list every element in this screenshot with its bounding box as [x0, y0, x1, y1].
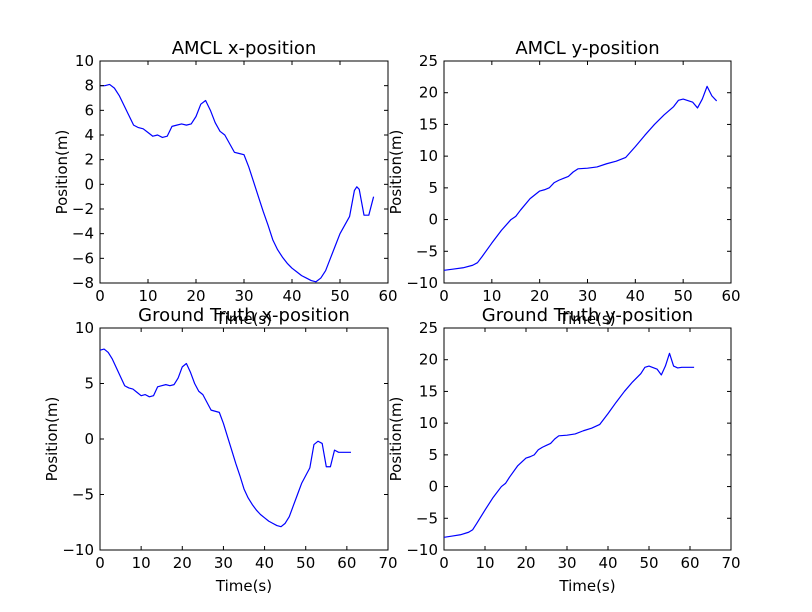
x-tick-label: 40 — [282, 287, 301, 305]
x-axis-label: Time(s) — [558, 577, 615, 595]
y-tick-label: 4 — [84, 126, 94, 144]
y-tick-label: 0 — [428, 478, 438, 496]
y-tick-label: 10 — [419, 147, 438, 165]
y-tick-label: −5 — [72, 486, 94, 504]
x-tick-label: 20 — [530, 287, 549, 305]
x-tick-label: 20 — [186, 287, 205, 305]
y-tick-label: 0 — [84, 430, 94, 448]
x-tick-label: 50 — [674, 287, 693, 305]
y-tick-label: −5 — [416, 509, 438, 527]
y-tick-label: 5 — [84, 375, 94, 393]
chart-title: Ground Truth y-position — [482, 305, 693, 326]
y-tick-label: −2 — [72, 200, 94, 218]
y-axis-label: Position(m) — [387, 397, 405, 482]
x-tick-label: 10 — [475, 554, 494, 572]
y-tick-label: 15 — [419, 115, 438, 133]
y-tick-label: −10 — [406, 541, 438, 559]
x-tick-label: 30 — [557, 554, 576, 572]
series-line — [99, 348, 351, 528]
y-tick-label: 10 — [75, 52, 94, 70]
y-tick-label: −5 — [416, 242, 438, 260]
x-tick-label: 30 — [214, 554, 233, 572]
x-tick-label: 60 — [721, 287, 740, 305]
y-tick-label: 5 — [428, 179, 438, 197]
x-tick-label: 60 — [680, 554, 699, 572]
x-axis-label: Time(s) — [215, 577, 272, 595]
chart-title: Ground Truth x-position — [138, 305, 350, 326]
y-tick-label: 0 — [428, 211, 438, 229]
y-tick-label: −10 — [406, 274, 438, 292]
axes-frame — [443, 60, 732, 284]
y-axis-label: Position(m) — [53, 130, 71, 215]
y-tick-label: −8 — [72, 274, 94, 292]
y-tick-label: −10 — [62, 541, 94, 559]
axes-frame — [443, 327, 732, 551]
x-tick-label: 70 — [378, 554, 397, 572]
x-tick-label: 70 — [721, 554, 740, 572]
x-tick-label: 0 — [95, 554, 105, 572]
x-tick-label: 30 — [234, 287, 253, 305]
y-tick-label: −4 — [72, 225, 94, 243]
x-tick-label: 30 — [578, 287, 597, 305]
x-tick-label: 60 — [378, 287, 397, 305]
x-tick-label: 0 — [95, 287, 105, 305]
chart-title: AMCL y-position — [515, 38, 659, 59]
y-tick-label: 20 — [419, 351, 438, 369]
y-axis-label: Position(m) — [43, 397, 61, 482]
y-tick-label: 0 — [84, 175, 94, 193]
x-tick-label: 10 — [138, 287, 157, 305]
x-tick-label: 40 — [626, 287, 645, 305]
chart-title: AMCL x-position — [172, 38, 317, 59]
x-tick-label: 50 — [296, 554, 315, 572]
subplot-2: 0 10 20 30 40 50 60 −10 −5 0 5 10 15 20 25 AMCL y-posit… — [387, 38, 740, 328]
y-tick-label: 25 — [419, 52, 438, 70]
x-tick-label: 40 — [598, 554, 617, 572]
x-tick-label: 0 — [439, 287, 449, 305]
x-tick-label: 60 — [337, 554, 356, 572]
subplot-3: 0 10 20 30 40 50 60 70 −10 −5 0 5 10 Ground Truth x-p… — [43, 305, 397, 595]
x-axis-label: Time(s) — [215, 310, 272, 328]
x-tick-label: 10 — [482, 287, 501, 305]
y-tick-label: 2 — [84, 151, 94, 169]
series-line — [100, 83, 375, 283]
y-tick-label: 20 — [419, 84, 438, 102]
axes-frame — [99, 327, 389, 551]
x-tick-label: 50 — [639, 554, 658, 572]
y-tick-label: 6 — [84, 101, 94, 119]
x-tick-label: 20 — [516, 554, 535, 572]
series-line — [443, 352, 695, 538]
y-tick-label: 8 — [84, 77, 94, 95]
x-tick-label: 10 — [132, 554, 151, 572]
y-tick-label: 25 — [419, 319, 438, 337]
axes-frame — [99, 60, 389, 284]
x-axis-label: Time(s) — [558, 310, 615, 328]
y-axis-label: Position(m) — [387, 130, 405, 215]
y-tick-label: 10 — [419, 414, 438, 432]
y-tick-label: −6 — [72, 249, 94, 267]
y-tick-label: 10 — [75, 319, 94, 337]
y-tick-label: 15 — [419, 382, 438, 400]
x-tick-label: 50 — [330, 287, 349, 305]
y-tick-label: 5 — [428, 446, 438, 464]
subplot-1: 0 10 20 30 40 50 60 −8 −6 −4 −2 0 2 4 6 8 10 AMCL x-posit… — [53, 38, 398, 328]
x-tick-label: 40 — [255, 554, 274, 572]
x-tick-label: 20 — [173, 554, 192, 572]
series-line — [443, 85, 718, 271]
x-tick-label: 0 — [439, 554, 449, 572]
subplot-4: 0 10 20 30 40 50 60 70 −10 −5 0 5 10 15 20 25 Ground Tru… — [387, 305, 740, 595]
